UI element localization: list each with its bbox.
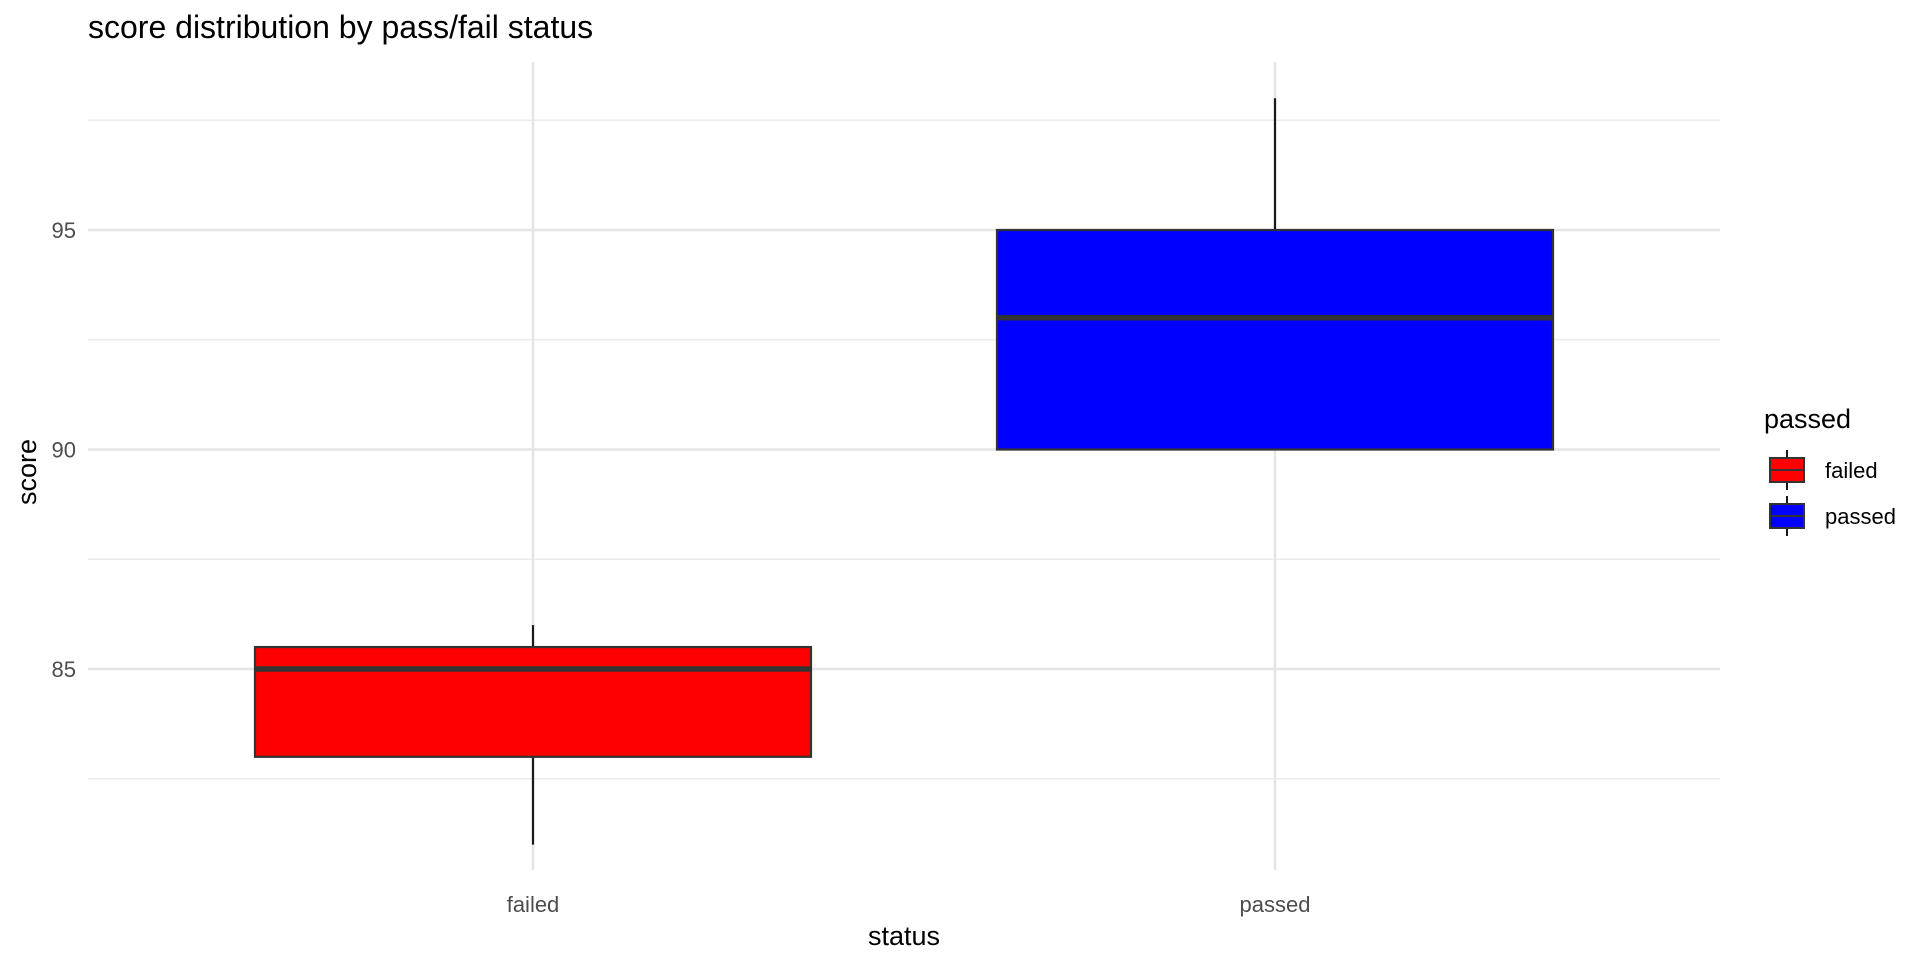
y-tick-label: 90 xyxy=(52,438,76,463)
box-failed xyxy=(253,625,813,845)
legend-item-failed: failed xyxy=(1769,450,1878,490)
legend-label: passed xyxy=(1825,504,1896,529)
x-tick-label: passed xyxy=(1240,892,1311,917)
legend-label: failed xyxy=(1825,458,1878,483)
legend-item-passed: passed xyxy=(1769,496,1896,536)
legend-entries: failed passed xyxy=(1769,450,1896,536)
legend-title: passed xyxy=(1764,404,1851,434)
box-layer xyxy=(253,98,1555,845)
x-axis-label: status xyxy=(868,921,940,951)
iqr-box xyxy=(995,228,1555,451)
y-axis-label: score xyxy=(12,439,42,505)
box-passed xyxy=(995,98,1555,451)
y-tick-label: 85 xyxy=(52,657,76,682)
y-tick-label: 95 xyxy=(52,218,76,243)
legend: passed failed passed xyxy=(1764,404,1896,536)
tick-label-layer: 85 90 95 failed passed xyxy=(52,218,1311,917)
chart-title: score distribution by pass/fail status xyxy=(88,9,593,45)
x-tick-label: failed xyxy=(507,892,560,917)
iqr-box xyxy=(253,645,813,758)
